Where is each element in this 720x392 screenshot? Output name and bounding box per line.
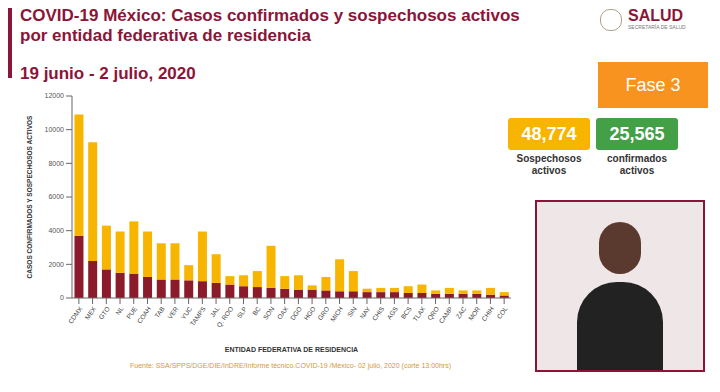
svg-text:10000: 10000 <box>45 126 65 133</box>
svg-text:ENTIDAD FEDERATIVA DE RESIDENC: ENTIDAD FEDERATIVA DE RESIDENCIA <box>225 346 358 353</box>
html-text:SALUD: SALUD <box>628 7 684 24</box>
svg-text:YUC: YUC <box>179 305 194 321</box>
svg-text:4000: 4000 <box>48 227 64 234</box>
html-text:Fase 3: Fase 3 <box>625 74 681 95</box>
html-text:Sospechosos activos: Sospechosos activos <box>516 153 582 176</box>
html-text:25,565: 25,565 <box>609 123 665 144</box>
html-text:Fuente: SSA/SPPS/DGE/DIE/InDRE: Fuente: SSA/SPPS/DGE/DIE/InDRE/Informe t… <box>130 362 451 369</box>
svg-text:Q. ROO: Q. ROO <box>215 305 235 329</box>
svg-text:DGO: DGO <box>289 305 303 321</box>
svg-text:JAL: JAL <box>208 305 220 319</box>
svg-text:HGO: HGO <box>302 305 316 321</box>
svg-text:OAX: OAX <box>276 305 290 321</box>
svg-text:SLP: SLP <box>235 305 248 319</box>
svg-text:TAB: TAB <box>153 305 166 319</box>
svg-text:AGS: AGS <box>385 305 399 321</box>
svg-text:MICH: MICH <box>329 305 344 323</box>
svg-text:BCS: BCS <box>399 305 413 321</box>
svg-text:BC: BC <box>251 305 262 317</box>
svg-text:CDMX: CDMX <box>67 305 84 325</box>
html-text:COVID-19 México: Casos confirm: COVID-19 México: Casos confirmados y sos… <box>20 6 520 45</box>
svg-text:QRO: QRO <box>425 305 441 322</box>
svg-text:0: 0 <box>60 294 64 301</box>
svg-text:NL: NL <box>114 305 125 316</box>
svg-text:ZAC: ZAC <box>454 305 468 320</box>
svg-text:CASOS CONFIRMADOS Y SOSPECHOSO: CASOS CONFIRMADOS Y SOSPECHOSOS ACTIVOS <box>26 115 33 278</box>
svg-text:8000: 8000 <box>48 160 64 167</box>
svg-text:NAY: NAY <box>358 305 372 320</box>
html-text:SECRETARÍA DE SALUD: SECRETARÍA DE SALUD <box>628 24 686 30</box>
svg-text:SIN: SIN <box>346 305 358 318</box>
svg-text:GRO: GRO <box>316 305 331 322</box>
svg-text:12000: 12000 <box>45 92 65 99</box>
svg-text:TLAX: TLAX <box>411 305 426 323</box>
html-text:48,774: 48,774 <box>521 123 577 144</box>
svg-text:CHIS: CHIS <box>371 305 386 322</box>
svg-text:COL: COL <box>495 305 509 320</box>
svg-text:VER: VER <box>166 305 180 320</box>
svg-text:COAH: COAH <box>136 305 153 325</box>
svg-text:SON: SON <box>262 305 276 321</box>
svg-text:CAMP: CAMP <box>437 305 454 324</box>
svg-text:2000: 2000 <box>48 261 64 268</box>
svg-text:PUE: PUE <box>124 305 139 321</box>
svg-text:GTO: GTO <box>97 305 111 320</box>
html-text:19 junio - 2 julio, 2020: 19 junio - 2 julio, 2020 <box>20 64 196 83</box>
svg-text:CHIH: CHIH <box>480 305 495 322</box>
svg-text:TAMPS: TAMPS <box>189 305 208 328</box>
svg-text:MEX: MEX <box>83 305 97 321</box>
html-text:confirmados activos: confirmados activos <box>607 153 667 176</box>
svg-text:MOR: MOR <box>467 305 482 322</box>
svg-text:6000: 6000 <box>48 193 64 200</box>
